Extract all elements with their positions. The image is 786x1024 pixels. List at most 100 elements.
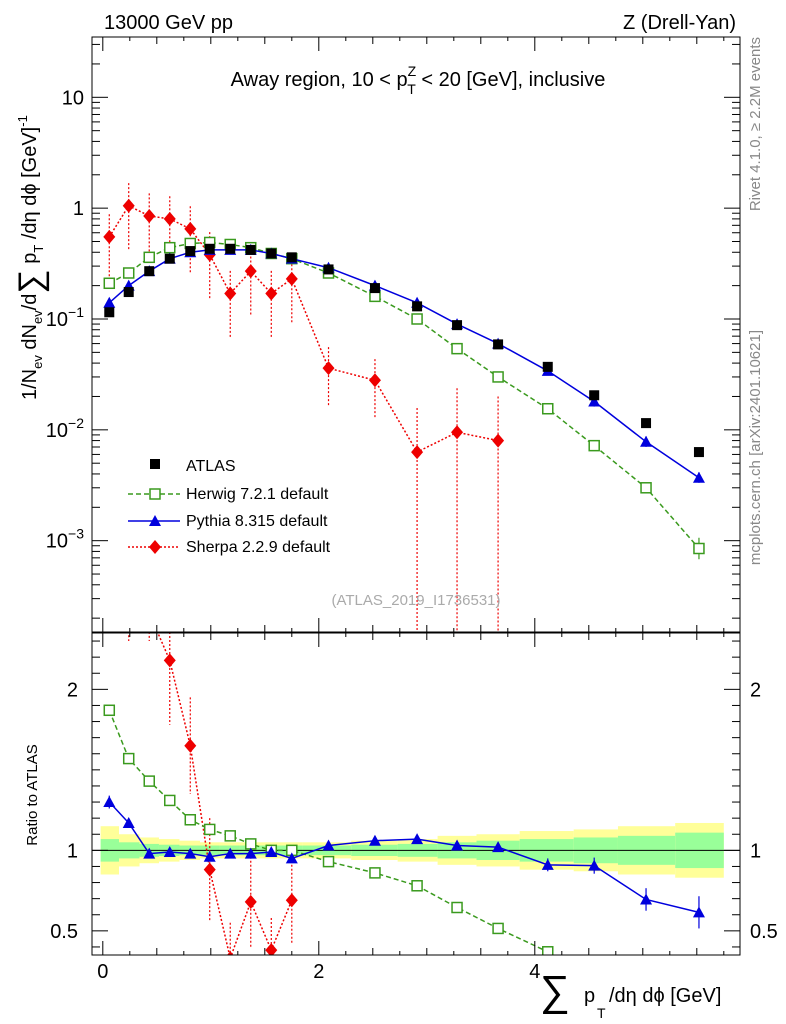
ratio-point-herwig	[322, 855, 335, 868]
point-herwig	[492, 371, 504, 383]
mcplots-label: mcplots.cern.ch [arXiv:2401.10621]	[747, 330, 764, 565]
point-sherpa	[368, 373, 381, 388]
analysis-watermark: (ATLAS_2019_I1736531)	[331, 592, 500, 609]
y-tick-label-main: 10	[62, 87, 84, 109]
ratio-point-herwig	[184, 814, 197, 826]
rivet-label: Rivet 4.1.0, ≥ 2.2M events	[747, 37, 764, 211]
point-herwig	[451, 342, 463, 355]
legend-marker-pythia	[149, 515, 161, 526]
point-atlas	[323, 264, 334, 275]
point-atlas	[412, 301, 423, 312]
point-sherpa	[184, 221, 197, 236]
point-atlas	[164, 253, 175, 264]
legend-entry-herwig: Herwig 7.2.1 default	[128, 486, 329, 503]
ratio-frame	[91, 632, 741, 956]
x-tick-label: 0	[97, 961, 108, 983]
ratio-point-herwig	[143, 775, 155, 787]
x-tick-label: 4	[529, 961, 540, 983]
y-axis-title-ratio: Ratio to ATLAS	[24, 744, 41, 845]
legend: ATLAS Herwig 7.2.1 default Pythia 8.315 …	[128, 458, 331, 556]
ratio-panel: 0.5 0.5 1 1 2 2 Ratio to ATLAS	[24, 632, 778, 956]
legend-entry-atlas: ATLAS	[150, 458, 236, 475]
point-atlas	[266, 248, 277, 259]
legend-label-sherpa: Sherpa 2.2.9 default	[186, 539, 331, 556]
x-axis-p-sub: T	[597, 1005, 606, 1021]
ratio-point-pythia	[203, 850, 216, 862]
ratio-point-herwig	[164, 794, 176, 807]
point-herwig	[542, 402, 554, 415]
y-tick-label-ratio-right: 1	[750, 840, 761, 862]
x-axis-rest: /dη dϕ [GeV]	[609, 985, 721, 1007]
ratio-point-sherpa	[265, 943, 278, 955]
ratio-point-pythia	[163, 845, 176, 857]
point-atlas	[493, 339, 504, 350]
ratio-point-pythia	[103, 796, 116, 808]
legend-entry-sherpa: Sherpa 2.2.9 default	[128, 539, 331, 556]
point-sherpa	[285, 271, 298, 286]
ratio-point-herwig	[203, 823, 216, 836]
main-frame	[91, 36, 741, 633]
point-sherpa	[451, 425, 464, 440]
point-sherpa	[265, 286, 278, 301]
ratio-point-herwig	[224, 830, 236, 842]
legend-label-atlas: ATLAS	[186, 458, 236, 475]
y-tick-label-main: 10−2	[46, 415, 84, 442]
point-sherpa	[224, 286, 237, 301]
point-herwig	[693, 542, 705, 555]
point-pythia	[103, 296, 116, 308]
ratio-point-sherpa	[184, 738, 197, 753]
series-line-pythia	[108, 249, 700, 479]
header-left: 13000 GeV pp	[104, 12, 233, 34]
legend-entry-pythia: Pythia 8.315 default	[128, 513, 328, 530]
legend-marker-atlas	[150, 459, 160, 469]
point-atlas	[452, 320, 463, 331]
y-tick-label-ratio-right: 2	[750, 679, 761, 701]
point-atlas	[144, 266, 155, 277]
y-tick-label-ratio: 1	[67, 840, 78, 862]
x-axis-p: p	[584, 985, 595, 1007]
point-sherpa	[244, 264, 257, 279]
point-atlas	[286, 252, 297, 263]
point-atlas	[185, 246, 196, 257]
ratio-point-sherpa	[163, 653, 176, 668]
svg-text:1/Nev dNev/d∑ pT /dη dϕ [GeV]: 1/Nev dNev/d∑ pT /dη dϕ [GeV]-1	[12, 115, 50, 400]
ratio-point-pythia	[184, 847, 197, 859]
ratio-line-herwig	[108, 709, 549, 953]
point-pythia	[692, 471, 705, 483]
point-herwig	[164, 241, 176, 254]
y-tick-label-ratio: 0.5	[50, 921, 78, 943]
point-atlas	[369, 283, 380, 294]
point-sherpa	[492, 433, 505, 448]
point-atlas	[693, 447, 704, 458]
point-atlas	[123, 287, 134, 298]
y-tick-label-main: 10−1	[46, 304, 84, 331]
y-tick-label-main: 1	[73, 198, 84, 220]
ratio-point-herwig	[245, 838, 257, 850]
main-panel: 10 1 10−1 10−2 10−3 Away region, 10 < pZ T < …	[12, 36, 741, 633]
ratio-series-group	[103, 633, 705, 955]
ratio-point-herwig	[542, 946, 554, 955]
point-atlas	[204, 243, 215, 254]
ratio-point-herwig	[451, 901, 463, 914]
ratio-point-sherpa	[203, 862, 216, 877]
ratio-point-pythia	[265, 845, 278, 857]
point-atlas	[245, 244, 256, 255]
point-atlas	[542, 361, 553, 372]
point-sherpa	[163, 211, 176, 226]
y-tick-label-main: 10−3	[46, 526, 84, 553]
point-atlas	[589, 390, 600, 401]
legend-marker-herwig	[149, 488, 161, 500]
ratio-point-pythia	[368, 834, 381, 846]
point-herwig	[143, 251, 155, 264]
ratio-point-pythia	[411, 833, 424, 845]
ratio-point-pythia	[640, 893, 653, 905]
x-tick-label: 2	[313, 961, 324, 983]
ratio-point-pythia	[492, 841, 505, 853]
point-sherpa	[322, 361, 335, 376]
point-sherpa	[122, 198, 135, 213]
legend-label-pythia: Pythia 8.315 default	[186, 513, 328, 530]
ratio-point-herwig	[411, 880, 423, 892]
ratio-point-pythia	[143, 847, 156, 859]
ratio-point-sherpa	[285, 893, 298, 908]
ratio-point-pythia	[322, 839, 335, 851]
